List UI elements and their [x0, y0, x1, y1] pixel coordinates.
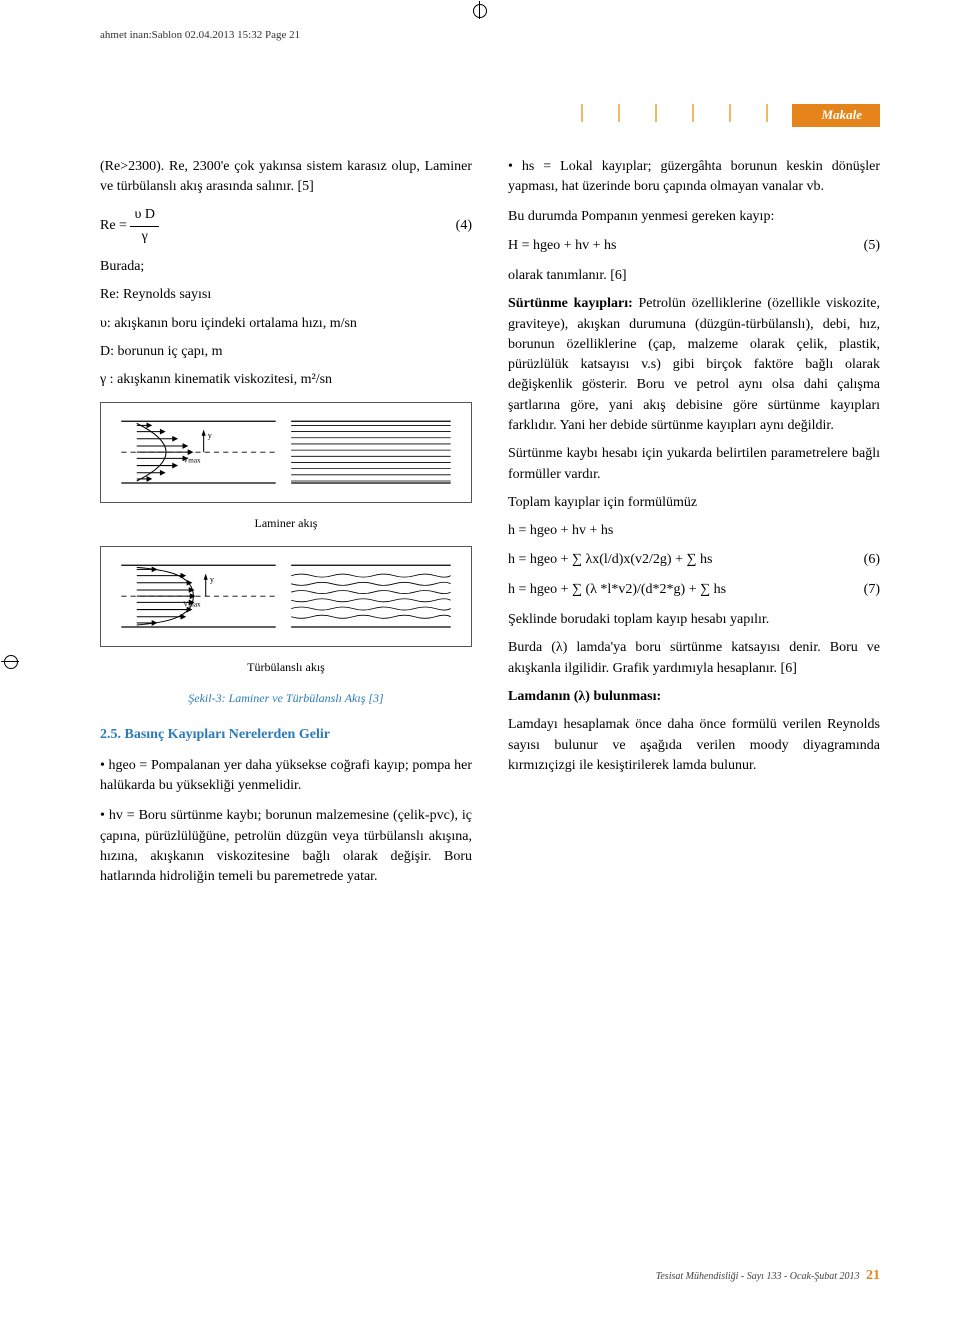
badge-row: Makale [100, 104, 880, 127]
def-re: Re: Reynolds sayısı [100, 285, 472, 305]
left-column: (Re>2300). Re, 2300'e çok yakınsa sistem… [100, 157, 472, 898]
section-2-5-heading: 2.5. Basınç Kayıpları Nerelerden Gelir [100, 725, 472, 745]
lamda-heading: Lamdanın (λ) bulunması: [508, 687, 880, 707]
svg-text:y: y [210, 575, 215, 584]
svg-text:Vmax: Vmax [183, 457, 201, 465]
eq4-expression: Re = υ D γ [100, 205, 159, 247]
eq4-number: (4) [456, 216, 472, 236]
equation-5: H = hgeo + hv + hs (5) [508, 236, 880, 256]
paragraph: Burda (λ) lamda'ya boru sürtünme katsayı… [508, 638, 880, 679]
equation-6: h = hgeo + ∑ λx(l/d)x(v2/2g) + ∑ hs (6) [508, 550, 880, 570]
badge-stripes [546, 104, 796, 122]
paragraph: (Re>2300). Re, 2300'e çok yakınsa sistem… [100, 157, 472, 198]
bullet-hv: • hv = Boru sürtünme kaybı; borunun malz… [100, 806, 472, 887]
eq6-number: (6) [864, 550, 880, 570]
paragraph-surtunme: Sürtünme kayıpları: Petrolün özellikleri… [508, 294, 880, 436]
burada-label: Burada; [100, 257, 472, 277]
def-d: D: borunun iç çapı, m [100, 342, 472, 362]
surtunme-text: Petrolün özelliklerine (özellikle viskoz… [508, 296, 880, 433]
turbulent-label: Türbülanslı akış [100, 659, 472, 676]
paragraph: olarak tanımlanır. [6] [508, 266, 880, 286]
bullet-hgeo: • hgeo = Pompalanan yer daha yüksekse co… [100, 756, 472, 797]
laminar-svg: y Vmax [111, 411, 461, 493]
article-badge: Makale [792, 104, 880, 127]
page-footer: Tesisat Mühendisliği - Sayı 133 - Ocak-Ş… [656, 1266, 880, 1286]
svg-text:Vmax: Vmax [183, 601, 201, 609]
eq4-fraction: υ D γ [130, 205, 159, 247]
crop-mark-top [473, 4, 487, 18]
lamda-heading-text: Lamdanın (λ) bulunması: [508, 689, 661, 704]
def-gamma: γ : akışkanın kinematik viskozitesi, m²/… [100, 370, 472, 390]
bullet-hs: • hs = Lokal kayıplar; güzergâhta borunu… [508, 157, 880, 198]
crop-mark-left [4, 655, 18, 669]
paragraph: Lamdayı hesaplamak önce daha önce formül… [508, 715, 880, 776]
figure-turbulent: y Vmax [100, 546, 472, 646]
equation-4: Re = υ D γ (4) [100, 205, 472, 247]
paragraph: Bu durumda Pompanın yenmesi gereken kayı… [508, 207, 880, 227]
eq7-number: (7) [864, 580, 880, 600]
figure-laminar: y Vmax [100, 402, 472, 502]
def-v: υ: akışkanın boru içindeki ortalama hızı… [100, 314, 472, 334]
eq5-number: (5) [864, 236, 880, 256]
paragraph: Sürtünme kaybı hesabı için yukarda belir… [508, 444, 880, 485]
footer-text: Tesisat Mühendisliği - Sayı 133 - Ocak-Ş… [656, 1271, 860, 1282]
figure-caption: Şekil-3: Laminer ve Türbülanslı Akış [3] [100, 690, 472, 707]
page-number: 21 [866, 1268, 880, 1283]
eq6-lhs: h = hgeo + ∑ λx(l/d)x(v2/2g) + ∑ hs [508, 550, 712, 570]
eq4-den: γ [130, 227, 159, 247]
eq5-lhs: H = hgeo + hv + hs [508, 236, 616, 256]
laminar-label: Laminer akış [100, 515, 472, 532]
equation-7: h = hgeo + ∑ (λ *l*v2)/(d*2*g) + ∑ hs (7… [508, 580, 880, 600]
paragraph: Toplam kayıplar için formülümüz [508, 493, 880, 513]
eq4-num: υ D [130, 205, 159, 226]
paragraph: Şeklinde borudaki toplam kayıp hesabı ya… [508, 610, 880, 630]
eq7-lhs: h = hgeo + ∑ (λ *l*v2)/(d*2*g) + ∑ hs [508, 580, 726, 600]
eq4-lhs: Re = [100, 218, 127, 233]
two-column-layout: (Re>2300). Re, 2300'e çok yakınsa sistem… [100, 157, 880, 898]
print-header: ahmet inan:Sablon 02.04.2013 15:32 Page … [100, 28, 880, 44]
right-column: • hs = Lokal kayıplar; güzergâhta borunu… [508, 157, 880, 898]
svg-text:y: y [208, 431, 213, 440]
equation-6a: h = hgeo + hv + hs [508, 521, 880, 541]
turbulent-svg: y Vmax [111, 555, 461, 637]
